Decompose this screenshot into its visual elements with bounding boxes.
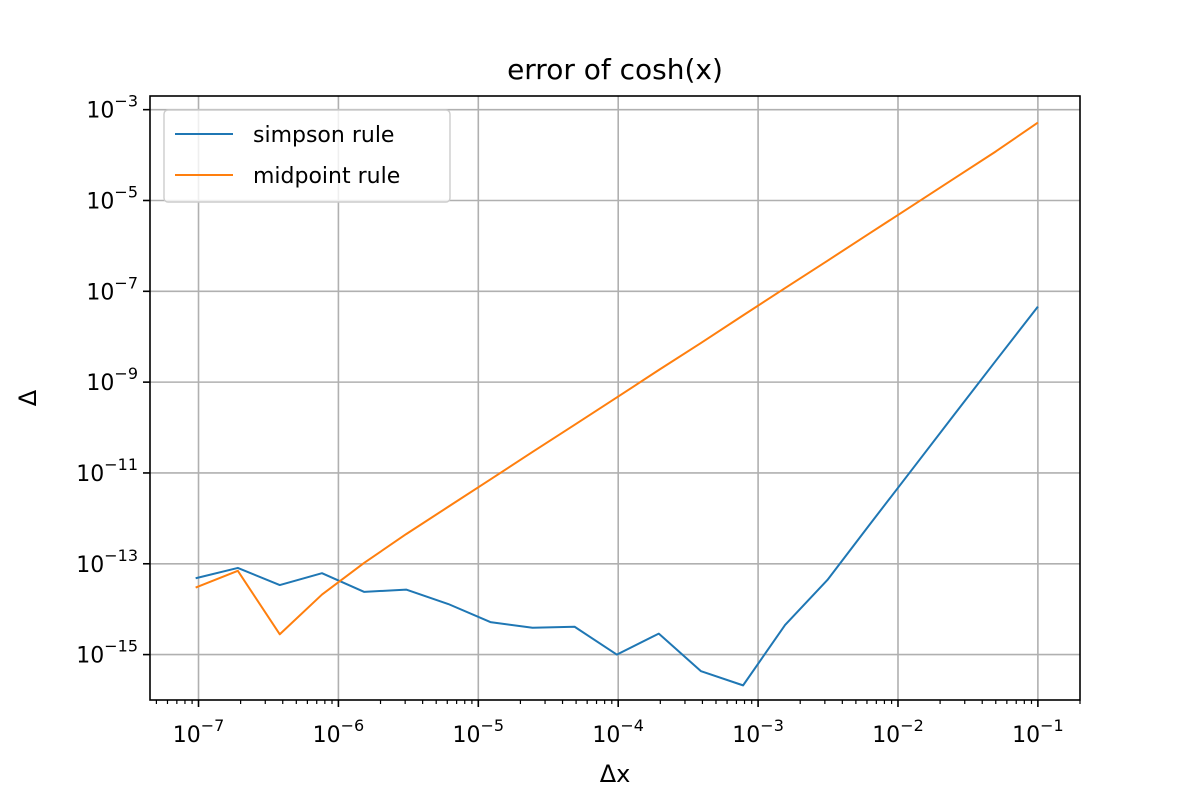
tick-labels: 10−7 10−6 10−5 10−4 10−3 10−2 10−1 10−15 10−13 10… bbox=[76, 92, 1063, 748]
x-tick-label: 10−4 bbox=[592, 716, 644, 748]
legend-box bbox=[163, 109, 451, 203]
x-tick-label: 10−3 bbox=[732, 716, 784, 748]
y-tick-label: 10−13 bbox=[76, 546, 138, 578]
x-tick-label: 10−5 bbox=[453, 716, 505, 748]
y-tick-label: 10−7 bbox=[86, 273, 138, 305]
series-line-midpoint bbox=[195, 121, 1039, 636]
series-layer bbox=[195, 121, 1039, 687]
y-tick-label: 10−11 bbox=[76, 455, 138, 487]
x-tick-label: 10−1 bbox=[1012, 716, 1064, 748]
y-tick-label: 10−3 bbox=[86, 92, 138, 124]
legend: simpson rule midpoint rule bbox=[163, 109, 451, 203]
ticks bbox=[143, 108, 1081, 707]
series-line-simpson bbox=[195, 306, 1039, 687]
y-tick-label: 10−9 bbox=[86, 364, 138, 396]
x-tick-label: 10−2 bbox=[872, 716, 924, 748]
plot-frame bbox=[149, 95, 1081, 701]
y-tick-label: 10−15 bbox=[76, 637, 138, 669]
x-tick-label: 10−7 bbox=[173, 716, 225, 748]
y-tick-label: 10−5 bbox=[86, 182, 138, 214]
legend-label-simpson: simpson rule bbox=[253, 123, 394, 148]
chart-title: error of cosh(x) bbox=[507, 53, 723, 86]
y-axis-label: Δ bbox=[14, 389, 42, 406]
legend-label-midpoint: midpoint rule bbox=[253, 164, 400, 189]
x-axis-label: Δx bbox=[600, 760, 631, 788]
x-tick-label: 10−6 bbox=[313, 716, 365, 748]
